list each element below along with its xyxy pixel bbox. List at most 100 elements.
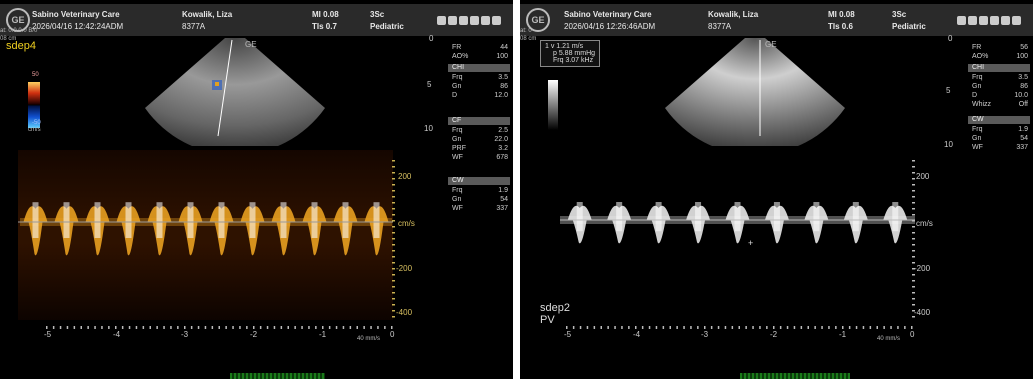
exam-datetime: 2026/04/16 12:42:24ADM xyxy=(32,22,124,31)
cf-header: CF xyxy=(448,117,510,125)
param-row: Gn 22.0 xyxy=(452,136,508,143)
time-label: -1 xyxy=(839,330,847,339)
time-label: -1 xyxy=(319,330,327,339)
time-tick xyxy=(301,326,303,329)
time-tick xyxy=(108,326,110,329)
velocity-minus-400: -400 xyxy=(914,308,931,317)
side-caption-1: at: 0.0 0.0 B/0 xyxy=(0,28,38,34)
time-tick xyxy=(101,326,103,329)
measure-frequency: Frq 3.07 kHz xyxy=(553,57,594,64)
time-tick xyxy=(80,326,82,329)
time-tick xyxy=(232,326,234,329)
side-caption-1: at: 0 xyxy=(520,28,532,34)
time-tick xyxy=(349,326,352,329)
clinic-name: Sabino Veterinary Care xyxy=(564,10,652,19)
contrast-icon xyxy=(492,16,501,25)
time-tick xyxy=(246,326,248,329)
time-tick xyxy=(115,326,117,329)
time-tick xyxy=(184,326,186,329)
network-icon xyxy=(1001,16,1010,25)
time-tick xyxy=(786,326,789,329)
param-row: WF 678 xyxy=(452,154,508,161)
velocity-minus-200: -200 xyxy=(396,264,413,273)
time-tick xyxy=(87,326,89,329)
time-label: -4 xyxy=(633,330,641,339)
param-row: D 12.0 xyxy=(452,92,508,99)
time-tick xyxy=(377,326,379,329)
measure-velocity: 1 v 1.21 m/s xyxy=(545,43,584,50)
param-row: Gn 54 xyxy=(452,196,508,203)
time-tick xyxy=(710,326,713,329)
time-tick xyxy=(614,326,616,329)
time-tick xyxy=(621,326,623,329)
param-row: Frq 3.5 xyxy=(972,74,1028,81)
depth-10: 10 xyxy=(944,140,953,149)
time-tick xyxy=(253,326,255,329)
param-row: PRF 3.2 xyxy=(452,145,508,152)
time-label: -5 xyxy=(564,330,572,339)
time-tick xyxy=(259,326,262,329)
time-tick xyxy=(862,326,865,329)
time-tick xyxy=(149,326,151,329)
time-tick xyxy=(218,326,220,329)
time-tick xyxy=(662,326,665,329)
time-tick xyxy=(828,326,830,329)
patient-name: Kowalik, Liza xyxy=(708,10,759,19)
param-row: Gn 86 xyxy=(972,83,1028,90)
time-tick xyxy=(370,326,372,329)
measurement-readout: 1 v 1.21 m/s p 5.88 mmHg Frq 3.07 kHz xyxy=(540,40,601,67)
time-tick xyxy=(690,326,692,329)
time-tick xyxy=(724,326,727,329)
time-tick xyxy=(911,326,913,329)
time-tick xyxy=(676,326,678,329)
param-row: WF 337 xyxy=(972,144,1028,151)
time-tick xyxy=(745,326,747,329)
chi-header: CHI xyxy=(968,64,1030,72)
color-bar-top: 50 xyxy=(32,72,39,78)
time-label: -2 xyxy=(770,330,778,339)
time-tick xyxy=(779,326,782,329)
chi-header: CHI xyxy=(448,64,510,72)
param-row: Frq 3.5 xyxy=(452,74,508,81)
thermometer-icon xyxy=(968,16,977,25)
battery-icon xyxy=(957,16,966,25)
time-label: 0 xyxy=(910,330,915,339)
panel-divider xyxy=(513,0,520,379)
time-tick xyxy=(793,326,796,329)
preset-name: Pediatric xyxy=(892,22,926,31)
sweep-speed: 40 mm/s xyxy=(877,336,901,342)
status-icons xyxy=(957,12,1027,26)
velocity-minus-200: -200 xyxy=(914,264,931,273)
time-tick xyxy=(204,326,207,329)
time-tick xyxy=(641,326,644,329)
cw-header: CW xyxy=(968,116,1030,124)
velocity-minus-400: -400 xyxy=(396,308,413,317)
time-tick xyxy=(94,326,96,329)
thermometer-icon xyxy=(448,16,457,25)
velocity-200: 200 xyxy=(398,172,412,181)
time-tick xyxy=(566,326,568,329)
time-tick xyxy=(897,326,899,329)
time-tick xyxy=(156,326,158,329)
status-icons xyxy=(437,12,507,26)
print-icon xyxy=(459,16,468,25)
color-bar-bottom: -50 xyxy=(32,120,41,126)
time-label: -2 xyxy=(250,330,258,339)
gray-scale-bar xyxy=(548,80,558,130)
time-tick xyxy=(197,326,200,329)
right-header-bar: GE Sabino Veterinary Care 2026/04/16 12:… xyxy=(520,4,1033,36)
study-label: sdep2 xyxy=(540,302,570,314)
time-tick xyxy=(869,326,872,329)
depth-10: 10 xyxy=(424,124,433,133)
left-parameter-panel: FR 44 AO% 100 CHI Frq 3.5 Gn 86 D 12.0 CF Frq… xyxy=(448,44,510,214)
param-row: Frq 2.5 xyxy=(452,127,508,134)
right-parameter-panel: FR 56 AO% 100 CHI Frq 3.5 Gn 86 D 10.0 Whizz O… xyxy=(968,44,1030,153)
time-tick xyxy=(848,326,851,329)
time-tick xyxy=(883,326,885,329)
time-tick xyxy=(163,326,165,329)
time-label: -5 xyxy=(44,330,52,339)
ge-logo: GE xyxy=(526,8,550,32)
hdd-icon xyxy=(990,16,999,25)
color-velocity-bar xyxy=(28,82,40,128)
time-tick xyxy=(335,326,338,329)
